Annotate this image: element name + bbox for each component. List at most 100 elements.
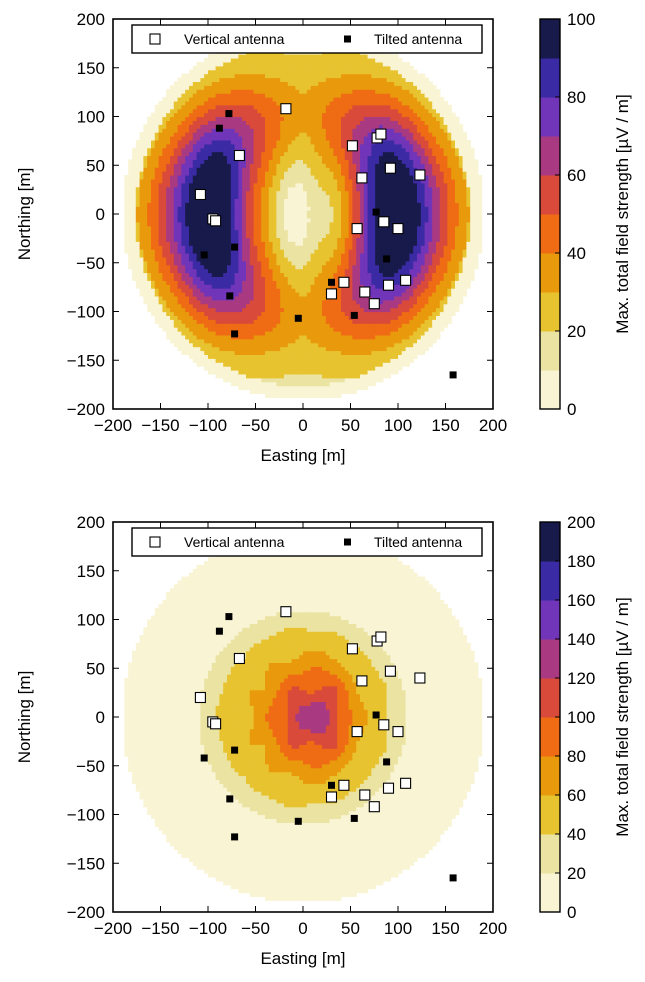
heatmap-cell [200, 233, 205, 238]
heatmap-cell [253, 342, 258, 348]
heatmap-cell [341, 81, 346, 86]
heatmap-cell [177, 284, 182, 289]
heatmap-cell [170, 171, 175, 176]
heatmap-cell [310, 104, 315, 110]
heatmap-cell [306, 69, 312, 75]
heatmap-cell [265, 323, 270, 328]
heatmap-cell [170, 233, 175, 238]
heatmap-cell [325, 73, 331, 79]
heatmap-cell [200, 202, 205, 207]
heatmap-cell [295, 120, 300, 125]
heatmap-cell [299, 77, 304, 82]
heatmap-cell [230, 350, 236, 355]
heatmap-cell [268, 61, 274, 67]
heatmap-cell [249, 381, 255, 387]
heatmap-cell [230, 241, 236, 246]
heatmap-cell [253, 202, 258, 207]
heatmap-cell [310, 89, 315, 94]
heatmap-cell [189, 221, 194, 227]
heatmap-cell [329, 65, 334, 71]
heatmap-cell [135, 175, 141, 180]
heatmap-cell [246, 112, 251, 118]
heatmap-cell [162, 171, 167, 176]
heatmap-cell [230, 272, 236, 277]
heatmap-cell [348, 124, 353, 129]
heatmap-cell [352, 268, 357, 274]
heatmap-cell [356, 124, 361, 129]
heatmap-cell [356, 284, 361, 289]
heatmap-cell [310, 159, 315, 164]
heatmap-cell [234, 120, 239, 125]
heatmap-cell [310, 373, 315, 379]
heatmap-cell [261, 295, 266, 301]
heatmap-cell [234, 327, 239, 332]
heatmap-cell [344, 128, 350, 133]
heatmap-cell [295, 393, 300, 398]
heatmap-cell [166, 108, 171, 114]
heatmap-cell [166, 89, 171, 94]
heatmap-cell [341, 311, 346, 316]
heatmap-cell [242, 139, 247, 145]
heatmap-cell [211, 276, 217, 281]
heatmap-cell [230, 143, 236, 149]
heatmap-cell [154, 171, 160, 176]
heatmap-cell [196, 85, 201, 90]
heatmap-cell [246, 338, 251, 344]
heatmap-cell [192, 132, 198, 137]
heatmap-cell [208, 210, 213, 215]
heatmap-cell [329, 171, 334, 176]
heatmap-cell [238, 100, 243, 106]
heatmap-cell [246, 210, 251, 215]
heatmap-cell [196, 264, 201, 270]
heatmap-cell [246, 147, 251, 153]
heatmap-cell [253, 136, 258, 141]
heatmap-cell [162, 221, 167, 227]
heatmap-cell [310, 276, 315, 281]
heatmap-cell [341, 190, 346, 196]
heatmap-cell [219, 249, 224, 254]
heatmap-cell [265, 350, 270, 355]
heatmap-cell [162, 299, 167, 305]
heatmap-cell [215, 342, 220, 348]
heatmap-cell [173, 245, 179, 250]
heatmap-cell [208, 327, 213, 332]
heatmap-cell [170, 93, 175, 98]
heatmap-cell [223, 249, 228, 254]
heatmap-cell [325, 241, 331, 246]
heatmap-cell [249, 350, 255, 355]
heatmap-cell [318, 167, 323, 172]
heatmap-cell [356, 108, 361, 114]
heatmap-cell [314, 85, 319, 90]
heatmap-cell [185, 151, 190, 157]
heatmap-cell [158, 256, 163, 262]
heatmap-cell [348, 81, 353, 86]
heatmap-cell [143, 151, 148, 157]
heatmap-cell [177, 143, 182, 149]
heatmap-cell [257, 241, 262, 246]
heatmap-cell [337, 171, 342, 176]
heatmap-cell [230, 256, 236, 262]
heatmap-cell [265, 272, 270, 277]
heatmap-cell [306, 307, 312, 313]
heatmap-cell [215, 139, 220, 145]
heatmap-cell [162, 311, 167, 316]
heatmap-cell [341, 221, 346, 227]
heatmap-cell [344, 182, 350, 188]
heatmap-cell [177, 237, 182, 242]
heatmap-cell [227, 331, 232, 336]
heatmap-cell [223, 214, 228, 219]
heatmap-cell [344, 132, 350, 137]
heatmap-cell [295, 143, 300, 149]
heatmap-cell [257, 214, 262, 219]
heatmap-cell [200, 81, 205, 86]
heatmap-cell [143, 171, 148, 176]
heatmap-cell [341, 210, 346, 215]
heatmap-cell [322, 221, 327, 227]
heatmap-cell [143, 229, 148, 235]
heatmap-cell [344, 124, 350, 129]
heatmap-cell [204, 112, 209, 118]
heatmap-cell [295, 280, 300, 285]
heatmap-cell [185, 124, 190, 129]
heatmap-cell [268, 116, 274, 121]
heatmap-cell [284, 112, 289, 118]
